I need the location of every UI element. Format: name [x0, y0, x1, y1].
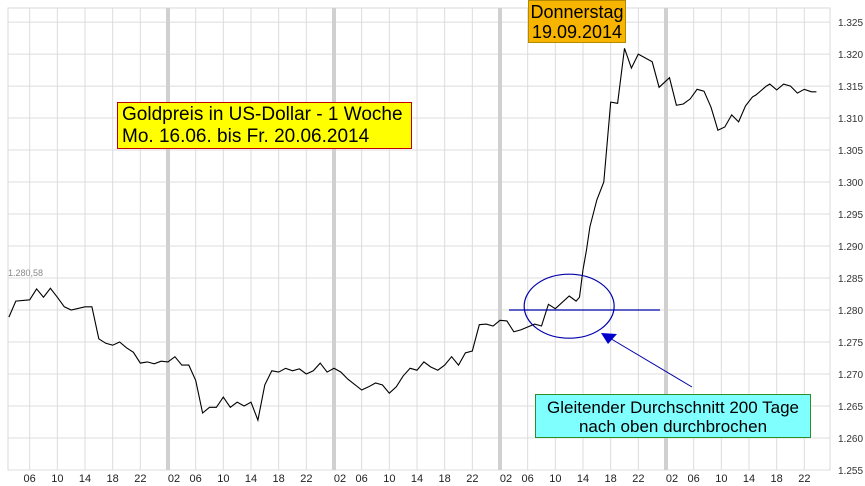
x-tick-label: 14 — [79, 473, 91, 485]
y-tick-label: 1.310 — [838, 114, 863, 125]
x-tick-label: 14 — [577, 473, 589, 485]
x-tick-label: 06 — [190, 473, 202, 485]
note-line-1: Gleitender Durchschnitt 200 Tage — [546, 398, 799, 417]
x-tick-label: 22 — [300, 473, 312, 485]
note-line-2: nach oben durchbrochen — [578, 417, 768, 436]
annotation-arrow — [607, 336, 693, 388]
x-tick-label: 02 — [500, 473, 512, 485]
x-tick-label: 10 — [51, 473, 63, 485]
x-tick-label: 22 — [632, 473, 644, 485]
title-line-1: Goldpreis in US-Dollar - 1 Woche — [122, 104, 403, 125]
x-tick-label: 06 — [688, 473, 700, 485]
day-annotation-box: Donnerstag 19.09.2014 — [528, 0, 626, 43]
x-tick-label: 22 — [466, 473, 478, 485]
price-line — [8, 48, 817, 423]
y-tick-label: 1.305 — [838, 146, 863, 157]
y-tick-label: 1.260 — [838, 434, 863, 445]
x-tick-label: 10 — [715, 473, 727, 485]
y-tick-label: 1.275 — [838, 338, 863, 349]
y-tick-label: 1.300 — [838, 178, 863, 189]
x-tick-label: 02 — [666, 473, 678, 485]
y-tick-label: 1.320 — [838, 50, 863, 61]
y-tick-label: 1.280 — [838, 306, 863, 317]
x-tick-label: 02 — [334, 473, 346, 485]
x-tick-label: 14 — [411, 473, 423, 485]
x-tick-label: 10 — [549, 473, 561, 485]
chart-title-box: Goldpreis in US-Dollar - 1 Woche Mo. 16.… — [117, 102, 412, 149]
reference-price-label: 1.280,58 — [8, 268, 43, 278]
day-label: Donnerstag — [530, 2, 624, 22]
y-tick-label: 1.255 — [838, 466, 863, 477]
highlight-ellipse — [523, 273, 615, 339]
plot-area — [7, 7, 831, 471]
y-tick-label: 1.285 — [838, 274, 863, 285]
x-tick-label: 14 — [245, 473, 257, 485]
x-tick-label: 18 — [273, 473, 285, 485]
y-tick-label: 1.270 — [838, 370, 863, 381]
x-tick-label: 18 — [107, 473, 119, 485]
y-tick-label: 1.290 — [838, 242, 863, 253]
x-tick-label: 22 — [798, 473, 810, 485]
y-tick-label: 1.315 — [838, 82, 863, 93]
x-tick-label: 06 — [356, 473, 368, 485]
arrow-head-icon — [601, 333, 617, 344]
y-tick-label: 1.325 — [838, 18, 863, 29]
date-label: 19.09.2014 — [531, 22, 623, 42]
title-line-2: Mo. 16.06. bis Fr. 20.06.2014 — [122, 126, 370, 147]
x-tick-label: 10 — [217, 473, 229, 485]
x-tick-label: 14 — [743, 473, 755, 485]
x-tick-label: 18 — [605, 473, 617, 485]
x-tick-label: 18 — [439, 473, 451, 485]
y-tick-label: 1.265 — [838, 402, 863, 413]
x-tick-label: 06 — [24, 473, 36, 485]
x-tick-label: 22 — [134, 473, 146, 485]
moving-average-note-box: Gleitender Durchschnitt 200 Tage nach ob… — [535, 394, 811, 438]
x-tick-label: 10 — [383, 473, 395, 485]
x-tick-label: 18 — [771, 473, 783, 485]
x-tick-label: 06 — [522, 473, 534, 485]
x-tick-label: 02 — [168, 473, 180, 485]
y-tick-label: 1.295 — [838, 210, 863, 221]
